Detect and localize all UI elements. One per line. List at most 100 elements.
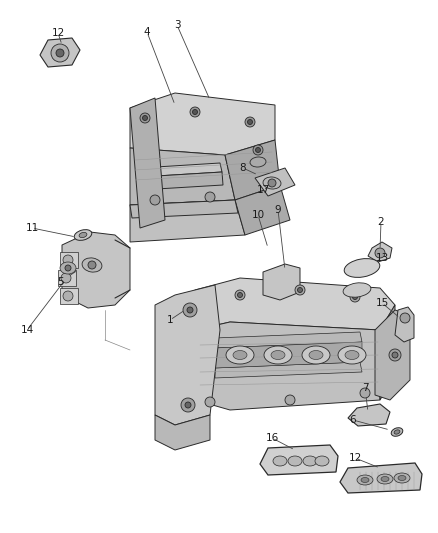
Ellipse shape xyxy=(255,148,261,152)
Ellipse shape xyxy=(302,346,330,364)
Ellipse shape xyxy=(185,402,191,408)
Ellipse shape xyxy=(264,346,292,364)
Ellipse shape xyxy=(183,303,197,317)
Ellipse shape xyxy=(190,107,200,117)
Ellipse shape xyxy=(309,351,323,359)
Ellipse shape xyxy=(391,427,403,437)
Ellipse shape xyxy=(375,248,385,258)
Ellipse shape xyxy=(394,430,400,434)
Text: 11: 11 xyxy=(25,223,39,233)
Ellipse shape xyxy=(263,177,281,189)
Text: 12: 12 xyxy=(51,28,65,38)
Text: 9: 9 xyxy=(275,205,281,215)
Text: 1: 1 xyxy=(167,315,173,325)
Ellipse shape xyxy=(381,477,389,481)
Polygon shape xyxy=(140,163,222,177)
Text: 7: 7 xyxy=(362,383,368,393)
Ellipse shape xyxy=(226,346,254,364)
Polygon shape xyxy=(380,305,395,400)
Polygon shape xyxy=(58,270,76,286)
Ellipse shape xyxy=(360,388,370,398)
Ellipse shape xyxy=(235,290,245,300)
Ellipse shape xyxy=(187,307,193,313)
Text: 4: 4 xyxy=(144,27,150,37)
Text: 3: 3 xyxy=(174,20,180,30)
Polygon shape xyxy=(348,404,390,426)
Text: 17: 17 xyxy=(256,185,270,195)
Ellipse shape xyxy=(288,456,302,466)
Text: 5: 5 xyxy=(57,277,64,287)
Polygon shape xyxy=(195,278,395,330)
Polygon shape xyxy=(130,93,275,155)
Polygon shape xyxy=(225,140,280,200)
Ellipse shape xyxy=(142,116,148,120)
Ellipse shape xyxy=(295,285,305,295)
Ellipse shape xyxy=(233,351,247,359)
Ellipse shape xyxy=(268,179,276,187)
Ellipse shape xyxy=(353,295,357,300)
Polygon shape xyxy=(340,463,422,493)
Text: 13: 13 xyxy=(375,253,389,263)
Polygon shape xyxy=(263,264,300,300)
Ellipse shape xyxy=(344,259,380,277)
Ellipse shape xyxy=(237,293,243,297)
Text: 16: 16 xyxy=(265,433,279,443)
Ellipse shape xyxy=(74,230,92,240)
Text: 8: 8 xyxy=(240,163,246,173)
Ellipse shape xyxy=(60,262,76,274)
Ellipse shape xyxy=(303,456,317,466)
Text: 15: 15 xyxy=(375,298,389,308)
Ellipse shape xyxy=(56,49,64,57)
Polygon shape xyxy=(155,285,220,425)
Ellipse shape xyxy=(350,292,360,302)
Ellipse shape xyxy=(205,192,215,202)
Ellipse shape xyxy=(79,232,87,238)
Ellipse shape xyxy=(400,313,410,323)
Text: 10: 10 xyxy=(251,210,265,220)
Polygon shape xyxy=(255,168,295,196)
Ellipse shape xyxy=(345,351,359,359)
Text: 6: 6 xyxy=(350,415,356,425)
Ellipse shape xyxy=(250,157,266,167)
Polygon shape xyxy=(62,232,130,308)
Polygon shape xyxy=(215,332,362,348)
Text: 14: 14 xyxy=(21,325,34,335)
Polygon shape xyxy=(130,148,235,205)
Ellipse shape xyxy=(377,474,393,484)
Polygon shape xyxy=(375,310,410,400)
Polygon shape xyxy=(130,98,165,228)
Ellipse shape xyxy=(192,109,198,115)
Ellipse shape xyxy=(357,475,373,485)
Polygon shape xyxy=(60,288,78,304)
Polygon shape xyxy=(60,252,78,268)
Polygon shape xyxy=(260,445,338,475)
Polygon shape xyxy=(195,322,380,410)
Ellipse shape xyxy=(273,456,287,466)
Ellipse shape xyxy=(205,397,215,407)
Ellipse shape xyxy=(394,473,410,483)
Ellipse shape xyxy=(63,255,73,265)
Ellipse shape xyxy=(285,395,295,405)
Ellipse shape xyxy=(245,117,255,127)
Ellipse shape xyxy=(63,291,73,301)
Ellipse shape xyxy=(150,195,160,205)
Ellipse shape xyxy=(297,287,303,293)
Ellipse shape xyxy=(61,273,71,283)
Ellipse shape xyxy=(392,352,398,358)
Polygon shape xyxy=(235,185,290,235)
Ellipse shape xyxy=(140,113,150,123)
Text: 2: 2 xyxy=(378,217,384,227)
Ellipse shape xyxy=(361,478,369,482)
Ellipse shape xyxy=(82,258,102,272)
Polygon shape xyxy=(215,342,362,368)
Polygon shape xyxy=(395,307,414,342)
Polygon shape xyxy=(130,200,238,218)
Ellipse shape xyxy=(315,456,329,466)
Polygon shape xyxy=(368,242,392,262)
Ellipse shape xyxy=(389,349,401,361)
Ellipse shape xyxy=(253,145,263,155)
Ellipse shape xyxy=(343,283,371,297)
Polygon shape xyxy=(155,415,210,450)
Ellipse shape xyxy=(271,351,285,359)
Ellipse shape xyxy=(51,44,69,62)
